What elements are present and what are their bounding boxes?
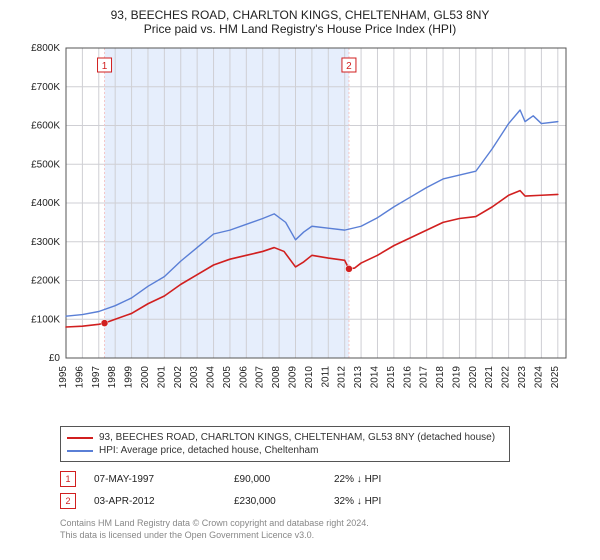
- x-tick-label: 2007: [255, 366, 266, 389]
- marker-dot-2: [345, 265, 352, 272]
- x-tick-label: 2004: [206, 366, 217, 389]
- x-tick-label: 2022: [501, 366, 512, 389]
- y-tick-label: £500K: [31, 159, 60, 170]
- chart-title-address: 93, BEECHES ROAD, CHARLTON KINGS, CHELTE…: [14, 8, 586, 22]
- y-tick-label: £600K: [31, 121, 60, 132]
- y-tick-label: £100K: [31, 314, 60, 325]
- x-tick-label: 2025: [550, 366, 561, 389]
- marker-legend-pct-1: 22% ↓ HPI: [334, 474, 454, 485]
- chart-area: £0 £100K £200K £300K £400K £500K £600K £700K £80…: [20, 42, 580, 422]
- legend-swatch-property: [67, 437, 93, 439]
- x-tick-label: 2005: [222, 366, 233, 389]
- x-tick-label: 2014: [369, 366, 380, 389]
- marker-legend-price-2: £230,000: [234, 496, 334, 507]
- marker-legend-date-2: 03-APR-2012: [94, 496, 234, 507]
- x-tick-label: 2011: [320, 366, 331, 388]
- x-tick-label: 2002: [173, 366, 184, 389]
- x-tick-label: 1999: [124, 366, 135, 389]
- x-tick-label: 2010: [304, 366, 315, 389]
- marker-legend-pct-2: 32% ↓ HPI: [334, 496, 454, 507]
- legend-box: 93, BEECHES ROAD, CHARLTON KINGS, CHELTE…: [60, 426, 510, 462]
- x-tick-label: 2000: [140, 366, 151, 389]
- x-tick-label: 2006: [238, 366, 249, 389]
- legend-row-property: 93, BEECHES ROAD, CHARLTON KINGS, CHELTE…: [67, 431, 503, 444]
- x-tick-label: 2019: [451, 366, 462, 389]
- x-tick-label: 2001: [156, 366, 167, 389]
- x-tick-label: 2018: [435, 366, 446, 389]
- x-tick-label: 2012: [337, 366, 348, 389]
- y-tick-label: £800K: [31, 43, 60, 54]
- legend-row-hpi: HPI: Average price, detached house, Chel…: [67, 444, 503, 457]
- chart-svg: £0 £100K £200K £300K £400K £500K £600K £700K £80…: [20, 42, 580, 422]
- marker-badge-label-2: 2: [346, 61, 352, 72]
- x-tick-label: 1997: [91, 366, 102, 389]
- marker-legend-badge-2: 2: [60, 493, 76, 509]
- legend-label-property: 93, BEECHES ROAD, CHARLTON KINGS, CHELTE…: [99, 432, 495, 443]
- copyright-line2: This data is licensed under the Open Gov…: [60, 530, 586, 542]
- y-tick-label: £300K: [31, 237, 60, 248]
- y-tick-label: £200K: [31, 276, 60, 287]
- x-tick-label: 1995: [58, 366, 69, 389]
- copyright: Contains HM Land Registry data © Crown c…: [60, 518, 586, 541]
- marker-legend-badge-1: 1: [60, 471, 76, 487]
- marker-legend-row-2: 2 03-APR-2012£230,00032% ↓ HPI: [60, 490, 586, 512]
- x-tick-label: 2020: [468, 366, 479, 389]
- x-tick-label: 2015: [386, 366, 397, 389]
- x-tick-label: 2024: [533, 366, 544, 389]
- chart-subtitle: Price paid vs. HM Land Registry's House …: [14, 22, 586, 36]
- x-tick-label: 2017: [419, 366, 430, 389]
- marker-badge-label-1: 1: [102, 61, 108, 72]
- y-tick-label: £700K: [31, 82, 60, 93]
- x-tick-label: 2016: [402, 366, 413, 389]
- x-tick-label: 2009: [288, 366, 299, 389]
- marker-legend-date-1: 07-MAY-1997: [94, 474, 234, 485]
- copyright-line1: Contains HM Land Registry data © Crown c…: [60, 518, 586, 530]
- legend-swatch-hpi: [67, 450, 93, 452]
- x-tick-label: 2023: [517, 366, 528, 389]
- x-tick-label: 2013: [353, 366, 364, 389]
- marker-legend: 1 07-MAY-1997£90,00022% ↓ HPI 2 03-APR-2012…: [60, 468, 586, 512]
- y-tick-label: £0: [49, 353, 61, 364]
- marker-legend-row-1: 1 07-MAY-1997£90,00022% ↓ HPI: [60, 468, 586, 490]
- x-tick-label: 2003: [189, 366, 200, 389]
- x-tick-label: 1998: [107, 366, 118, 389]
- y-tick-label: £400K: [31, 198, 60, 209]
- x-tick-label: 1996: [74, 366, 85, 389]
- legend-label-hpi: HPI: Average price, detached house, Chel…: [99, 445, 318, 456]
- marker-dot-1: [101, 320, 108, 327]
- x-tick-label: 2021: [484, 366, 495, 389]
- marker-legend-price-1: £90,000: [234, 474, 334, 485]
- x-tick-label: 2008: [271, 366, 282, 389]
